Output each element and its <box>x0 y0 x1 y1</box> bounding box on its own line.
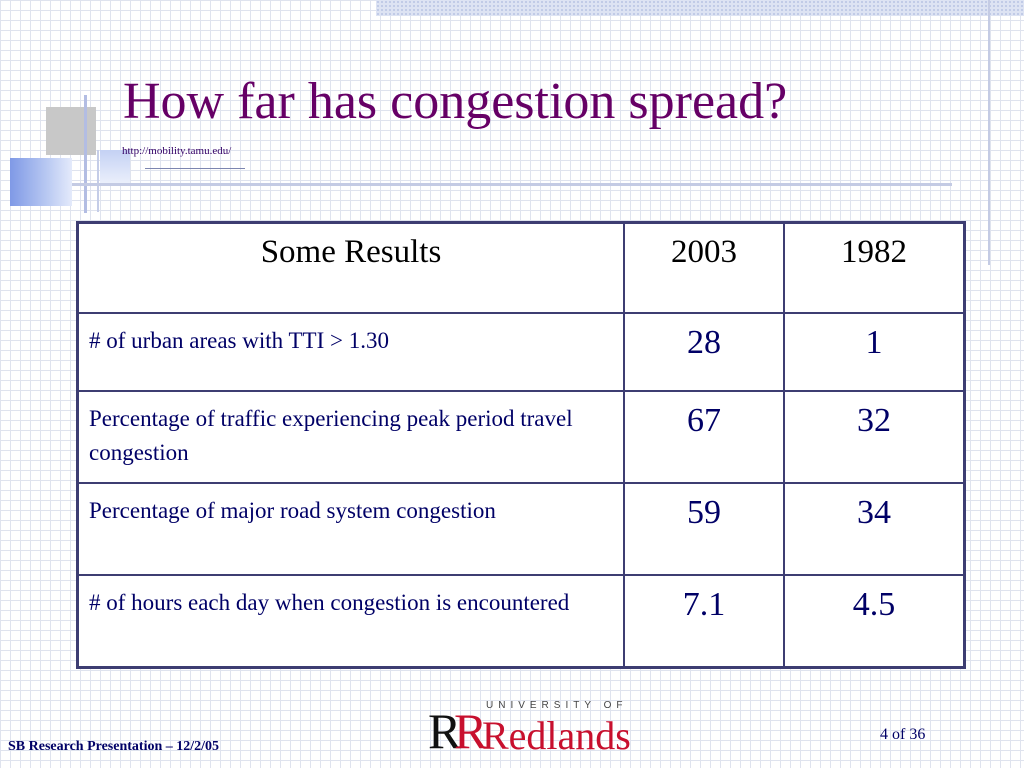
decor-vertical-line <box>84 95 87 213</box>
logo-r-mark-red: R <box>454 703 488 759</box>
header-some-results: Some Results <box>76 221 625 315</box>
table-row: Percentage of major road system congesti… <box>76 482 966 577</box>
footer-presentation: SB Research Presentation – 12/2/05 <box>8 739 220 754</box>
row-label: # of urban areas with TTI > 1.30 <box>76 312 625 393</box>
value-2003: 28 <box>623 312 785 393</box>
header-2003: 2003 <box>623 221 785 315</box>
slide-title: How far has congestion spread? <box>123 73 788 130</box>
decor-gray-square <box>46 107 96 155</box>
value-1982: 1 <box>783 312 966 393</box>
source-link[interactable]: http://mobility.tamu.edu/ <box>122 145 232 157</box>
url-underline <box>145 168 245 169</box>
title-underline <box>72 183 952 186</box>
value-1982: 4.5 <box>783 574 966 669</box>
value-2003: 7.1 <box>623 574 785 669</box>
decor-light-blue-square <box>100 150 130 186</box>
table-row: Percentage of traffic experiencing peak … <box>76 390 966 485</box>
value-1982: 32 <box>783 390 966 485</box>
logo-name: Redlands <box>482 713 631 758</box>
page-number: 4 of 36 <box>880 726 926 743</box>
decor-blue-square <box>10 158 72 206</box>
right-decor-bar <box>988 0 990 265</box>
value-1982: 34 <box>783 482 966 577</box>
table-row: # of hours each day when congestion is e… <box>76 574 966 669</box>
row-label: # of hours each day when congestion is e… <box>76 574 625 669</box>
row-label: Percentage of major road system congesti… <box>76 482 625 577</box>
university-logo: R R UNIVERSITY OF Redlands <box>428 700 638 759</box>
table-header-row: Some Results 2003 1982 <box>76 221 966 315</box>
table-row: # of urban areas with TTI > 1.30 28 1 <box>76 312 966 393</box>
decor-vertical-line-2 <box>97 150 99 212</box>
logo-r-mark: R <box>428 703 462 759</box>
row-label: Percentage of traffic experiencing peak … <box>76 390 625 485</box>
value-2003: 59 <box>623 482 785 577</box>
top-decor-band <box>376 0 1024 16</box>
logo-university-line: UNIVERSITY OF <box>486 700 628 711</box>
value-2003: 67 <box>623 390 785 485</box>
results-table: Some Results 2003 1982 # of urban areas … <box>76 221 966 669</box>
header-1982: 1982 <box>783 221 966 315</box>
